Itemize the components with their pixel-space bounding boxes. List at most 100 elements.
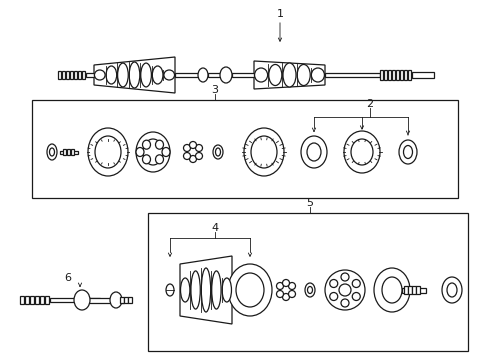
Bar <box>400 70 403 80</box>
Ellipse shape <box>339 284 351 296</box>
Ellipse shape <box>141 63 151 87</box>
Ellipse shape <box>198 68 208 82</box>
Bar <box>74 71 77 79</box>
Ellipse shape <box>95 70 105 80</box>
Bar <box>380 70 383 80</box>
Ellipse shape <box>136 132 170 172</box>
Text: 1: 1 <box>276 9 284 19</box>
Ellipse shape <box>283 293 290 301</box>
Bar <box>416 286 419 294</box>
Ellipse shape <box>244 128 284 176</box>
Bar <box>412 286 416 294</box>
Ellipse shape <box>213 145 223 159</box>
Ellipse shape <box>341 299 349 307</box>
Bar <box>392 70 395 80</box>
Bar <box>70 71 73 79</box>
Text: 4: 4 <box>212 223 219 233</box>
Ellipse shape <box>190 141 196 149</box>
Bar <box>40 296 44 304</box>
Bar <box>67 149 70 155</box>
Ellipse shape <box>305 283 315 297</box>
Ellipse shape <box>276 291 284 297</box>
Ellipse shape <box>212 271 221 309</box>
Bar <box>32 100 458 198</box>
Ellipse shape <box>251 136 277 168</box>
Ellipse shape <box>95 136 121 168</box>
Ellipse shape <box>330 292 338 301</box>
Ellipse shape <box>276 283 284 289</box>
Text: 3: 3 <box>212 85 219 95</box>
Bar <box>35 296 39 304</box>
Ellipse shape <box>307 143 321 161</box>
Bar <box>404 286 408 294</box>
Bar <box>78 71 81 79</box>
Ellipse shape <box>47 144 57 160</box>
Bar <box>86 73 94 77</box>
Ellipse shape <box>162 148 170 157</box>
Ellipse shape <box>269 64 282 86</box>
Bar <box>325 73 380 77</box>
Ellipse shape <box>136 148 144 157</box>
Ellipse shape <box>49 148 54 156</box>
Ellipse shape <box>88 128 128 176</box>
Ellipse shape <box>403 145 413 158</box>
Ellipse shape <box>222 278 231 302</box>
Bar <box>208 73 226 77</box>
Ellipse shape <box>330 279 338 288</box>
Ellipse shape <box>220 67 232 83</box>
Bar <box>388 70 391 80</box>
Ellipse shape <box>374 268 410 312</box>
Ellipse shape <box>183 153 191 159</box>
Ellipse shape <box>143 139 163 165</box>
Ellipse shape <box>311 68 324 82</box>
Bar <box>232 73 254 77</box>
Ellipse shape <box>289 291 295 297</box>
Bar <box>148 213 468 351</box>
Bar <box>20 296 24 304</box>
Text: 5: 5 <box>307 198 314 208</box>
Ellipse shape <box>143 140 150 149</box>
Ellipse shape <box>155 140 164 149</box>
Ellipse shape <box>289 283 295 289</box>
Ellipse shape <box>341 273 349 281</box>
Polygon shape <box>94 57 175 93</box>
Text: 2: 2 <box>367 99 373 109</box>
Bar <box>86 297 124 302</box>
Ellipse shape <box>399 140 417 164</box>
Ellipse shape <box>308 287 313 293</box>
Bar <box>45 296 49 304</box>
Bar <box>30 296 34 304</box>
Text: 6: 6 <box>65 273 72 283</box>
Bar <box>82 71 85 79</box>
Ellipse shape <box>196 153 202 159</box>
Bar <box>25 296 29 304</box>
Bar <box>71 149 74 155</box>
Ellipse shape <box>301 136 327 168</box>
Ellipse shape <box>283 279 290 287</box>
Ellipse shape <box>442 277 462 303</box>
Bar <box>63 149 66 155</box>
Bar <box>396 70 399 80</box>
Ellipse shape <box>152 66 163 84</box>
Ellipse shape <box>191 271 200 309</box>
Ellipse shape <box>216 148 220 156</box>
Bar <box>50 298 100 302</box>
Bar <box>408 70 411 80</box>
Ellipse shape <box>118 63 128 87</box>
Ellipse shape <box>106 66 117 84</box>
Ellipse shape <box>236 273 264 307</box>
Ellipse shape <box>228 264 272 316</box>
Bar <box>120 297 123 303</box>
Ellipse shape <box>180 278 190 302</box>
Bar <box>408 286 412 294</box>
Ellipse shape <box>74 290 90 310</box>
Ellipse shape <box>164 70 174 80</box>
Ellipse shape <box>143 155 150 164</box>
Bar <box>175 73 203 77</box>
Ellipse shape <box>190 156 196 162</box>
Ellipse shape <box>255 68 268 82</box>
Ellipse shape <box>201 268 211 312</box>
Ellipse shape <box>351 139 373 165</box>
Bar <box>128 297 131 303</box>
Bar <box>66 71 69 79</box>
